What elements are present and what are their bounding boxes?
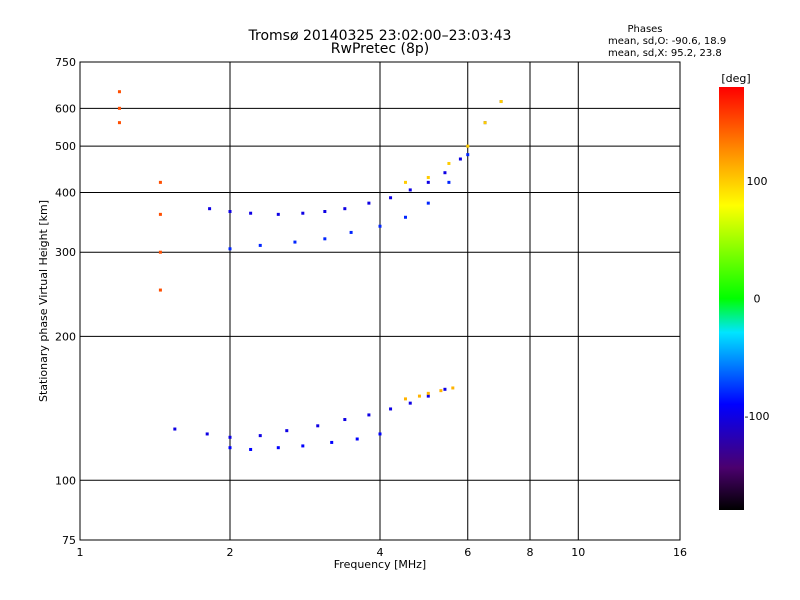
data-point [426, 175, 430, 179]
y-tick-label: 100 [55, 474, 76, 487]
data-point [301, 211, 305, 215]
data-point [323, 210, 327, 214]
data-point [403, 215, 407, 219]
data-point [367, 201, 371, 205]
data-point [483, 121, 487, 125]
colorbar-tick-label: 0 [754, 293, 761, 306]
data-point [228, 446, 232, 450]
data-point [285, 429, 289, 433]
data-point [228, 210, 232, 214]
data-point [205, 432, 209, 436]
data-point [276, 446, 280, 450]
data-point [158, 288, 162, 292]
x-tick-labels: 1 2 4 6 8 10 16 [77, 546, 688, 559]
x-tick-label: 8 [527, 546, 534, 559]
x-tick-label: 4 [377, 546, 384, 559]
data-points-layer [117, 90, 503, 451]
data-point [408, 401, 412, 405]
data-point [389, 196, 393, 200]
y-axis-label: Stationary phase Virtual Height [km] [37, 200, 50, 402]
colorbar-tick-labels: 100 0 -100 [745, 175, 770, 423]
data-point [158, 180, 162, 184]
data-point [208, 207, 212, 211]
y-tick-label: 200 [55, 330, 76, 343]
data-point [258, 434, 262, 438]
data-point [316, 424, 320, 428]
grid-layer [80, 62, 680, 540]
data-point [228, 435, 232, 439]
colorbar-tick-label: -100 [745, 410, 770, 423]
data-point [378, 224, 382, 228]
x-axis-label: Frequency [MHz] [334, 558, 426, 571]
data-point [367, 413, 371, 417]
data-point [249, 447, 253, 451]
data-point [466, 144, 470, 148]
data-point [439, 389, 443, 393]
data-point [426, 180, 430, 184]
x-tick-label: 1 [77, 546, 84, 559]
data-point [349, 230, 353, 234]
data-point [117, 90, 121, 94]
y-tick-label: 75 [62, 534, 76, 547]
data-point [293, 240, 297, 244]
data-point [426, 394, 430, 398]
data-point [301, 444, 305, 448]
colorbar-label: [deg] [721, 72, 750, 85]
data-point [447, 180, 451, 184]
data-point [466, 153, 470, 157]
data-point [443, 171, 447, 175]
data-point [323, 237, 327, 241]
x-tick-label: 2 [227, 546, 234, 559]
colorbar-tick-label: 100 [747, 175, 768, 188]
data-point [451, 386, 455, 390]
data-point [426, 391, 430, 395]
data-point [408, 188, 412, 192]
data-point [403, 397, 407, 401]
y-tick-label: 300 [55, 246, 76, 259]
phases-x-stats: mean, sd,X: 95.2, 23.8 [608, 48, 722, 59]
phases-heading: Phases [627, 24, 662, 35]
x-tick-label: 6 [464, 546, 471, 559]
y-tick-label: 750 [55, 56, 76, 69]
y-tick-labels: 75 100 200 300 400 500 600 750 [55, 56, 76, 547]
data-point [249, 211, 253, 215]
data-point [276, 212, 280, 216]
data-point [117, 106, 121, 110]
data-point [228, 247, 232, 251]
data-point [158, 212, 162, 216]
chart-title: Tromsø 20140325 23:02:00–23:03:43 [248, 28, 512, 44]
colorbar [719, 87, 744, 510]
data-point [389, 407, 393, 411]
data-point [403, 180, 407, 184]
data-point [426, 201, 430, 205]
y-tick-label: 600 [55, 102, 76, 115]
data-point [173, 427, 177, 431]
y-tick-label: 400 [55, 186, 76, 199]
data-point [343, 418, 347, 422]
data-point [343, 207, 347, 211]
y-tick-label: 500 [55, 140, 76, 153]
data-point [378, 432, 382, 436]
data-point [417, 394, 421, 398]
phases-o-stats: mean, sd,O: -90.6, 18.9 [608, 36, 726, 47]
x-tick-label: 10 [571, 546, 585, 559]
data-point [499, 100, 503, 104]
data-point [458, 157, 462, 161]
data-point [258, 243, 262, 247]
data-point [443, 387, 447, 391]
data-point [117, 121, 121, 125]
data-point [355, 437, 359, 441]
chart-subtitle: RwPretec (8p) [331, 41, 429, 57]
data-point [447, 161, 451, 165]
x-tick-label: 16 [673, 546, 687, 559]
data-point [330, 440, 334, 444]
data-point [158, 250, 162, 254]
